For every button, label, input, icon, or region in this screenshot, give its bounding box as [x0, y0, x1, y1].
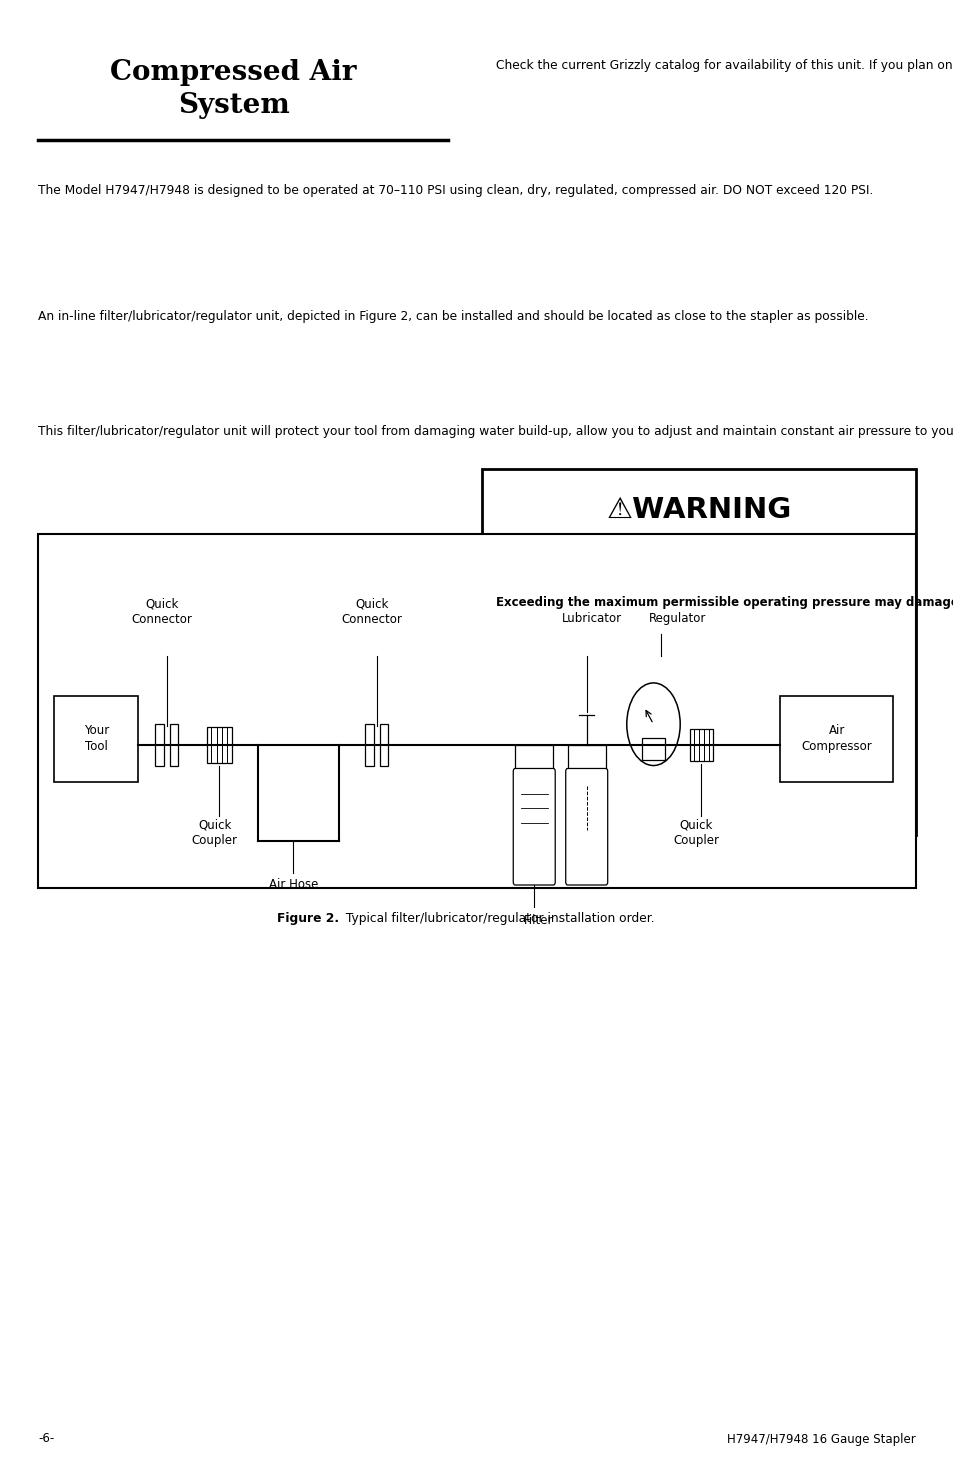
Text: Quick
Connector: Quick Connector [341, 597, 402, 625]
FancyBboxPatch shape [38, 534, 915, 888]
FancyBboxPatch shape [567, 745, 605, 771]
Text: Figure 2.: Figure 2. [276, 912, 338, 925]
FancyBboxPatch shape [689, 729, 712, 761]
Text: Your
Tool: Your Tool [84, 724, 109, 754]
Text: Exceeding the maximum permissible operating pressure may damage the seals, gaske: Exceeding the maximum permissible operat… [496, 596, 953, 609]
Text: Air
Compressor: Air Compressor [801, 724, 871, 754]
Text: Regulator: Regulator [648, 612, 705, 625]
Text: Compressed Air
System: Compressed Air System [111, 59, 356, 119]
FancyBboxPatch shape [155, 724, 164, 766]
Text: Check the current Grizzly catalog for availability of this unit. If you plan on : Check the current Grizzly catalog for av… [496, 59, 953, 72]
Text: An in-line filter/lubricator/regulator unit, depicted in Figure 2, can be instal: An in-line filter/lubricator/regulator u… [38, 310, 868, 323]
FancyBboxPatch shape [565, 768, 607, 885]
Text: Filter: Filter [524, 914, 553, 928]
Text: This filter/lubricator/regulator unit will protect your tool from damaging water: This filter/lubricator/regulator unit wi… [38, 425, 953, 438]
FancyBboxPatch shape [170, 724, 178, 766]
Text: Quick
Coupler: Quick Coupler [192, 819, 237, 847]
FancyBboxPatch shape [379, 724, 388, 766]
Text: Air Hose: Air Hose [269, 878, 317, 891]
FancyBboxPatch shape [515, 745, 553, 771]
Text: -6-: -6- [38, 1432, 54, 1446]
FancyBboxPatch shape [365, 724, 374, 766]
Text: Quick
Connector: Quick Connector [132, 597, 193, 625]
FancyBboxPatch shape [641, 738, 665, 760]
FancyBboxPatch shape [780, 696, 892, 782]
Text: Quick
Coupler: Quick Coupler [673, 819, 719, 847]
Text: ⚠WARNING: ⚠WARNING [605, 496, 791, 524]
Text: H7947/H7948 16 Gauge Stapler: H7947/H7948 16 Gauge Stapler [726, 1432, 915, 1446]
FancyBboxPatch shape [513, 768, 555, 885]
FancyBboxPatch shape [481, 469, 915, 835]
Text: Typical filter/lubricator/regulator installation order.: Typical filter/lubricator/regulator inst… [341, 912, 654, 925]
Text: Lubricator: Lubricator [560, 612, 621, 625]
FancyBboxPatch shape [207, 727, 232, 763]
FancyBboxPatch shape [54, 696, 138, 782]
Text: The Model H7947/H7948 is designed to be operated at 70–110 PSI using clean, dry,: The Model H7947/H7948 is designed to be … [38, 184, 873, 198]
